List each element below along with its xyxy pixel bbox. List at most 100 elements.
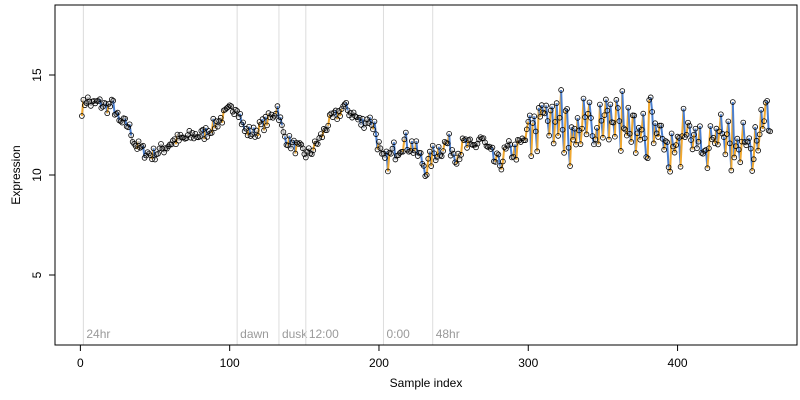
data-point-347	[595, 141, 602, 148]
data-point-308	[537, 114, 544, 120]
segment-200	[377, 141, 382, 149]
data-point-350	[600, 134, 606, 141]
segment-367	[627, 107, 631, 134]
segment-378	[643, 138, 648, 158]
data-point-238	[432, 157, 439, 164]
data-point-95	[219, 119, 226, 126]
segment-337	[582, 98, 586, 118]
data-point-125	[264, 122, 270, 129]
data-point-93	[216, 118, 223, 124]
data-point-117	[252, 134, 258, 140]
segment-238	[434, 156, 439, 161]
data-point-173	[335, 108, 342, 114]
data-point-65	[174, 131, 181, 138]
data-point-373	[634, 130, 641, 137]
data-point-334	[576, 127, 582, 134]
data-point-415	[697, 123, 703, 129]
data-point-393	[664, 139, 670, 146]
data-point-175	[338, 106, 345, 112]
data-point-335	[577, 141, 584, 147]
data-point-360	[615, 105, 621, 111]
data-point-345	[592, 136, 599, 143]
segment-429	[719, 114, 724, 134]
data-point-391	[661, 146, 667, 153]
data-point-54	[158, 141, 164, 147]
segment-178	[345, 102, 349, 111]
data-point-408	[686, 122, 693, 129]
data-point-81	[198, 128, 205, 134]
data-point-378	[641, 135, 648, 142]
data-point-340	[585, 110, 591, 117]
data-point-459	[762, 99, 769, 106]
segment-404	[682, 108, 687, 138]
data-point-265	[473, 144, 479, 151]
data-point-174	[337, 113, 343, 119]
data-point-419	[703, 147, 709, 153]
data-point-134	[277, 114, 284, 121]
data-point-290	[510, 153, 517, 160]
segment-71	[185, 134, 189, 139]
data-point-163	[320, 126, 327, 132]
data-point-286	[504, 142, 511, 149]
data-point-423	[709, 136, 715, 143]
data-point-13	[96, 96, 103, 103]
data-point-316	[549, 103, 555, 110]
data-point-225	[413, 138, 420, 144]
data-point-365	[622, 126, 629, 133]
data-point-384	[650, 140, 657, 147]
data-point-159	[314, 141, 321, 147]
data-point-69	[180, 134, 187, 141]
segment-391	[663, 140, 667, 150]
segment-184	[354, 115, 358, 118]
segment-289	[511, 155, 514, 159]
data-point-104	[232, 106, 239, 113]
data-point-25	[114, 109, 121, 116]
data-point-147	[297, 140, 303, 146]
data-point-196	[370, 126, 376, 133]
data-point-2	[80, 96, 87, 103]
data-point-249	[449, 147, 455, 153]
data-point-398	[671, 149, 678, 156]
data-point-205	[383, 148, 390, 155]
data-point-255	[458, 152, 464, 158]
segment-392	[665, 140, 668, 143]
data-point-214	[397, 150, 403, 156]
data-point-152	[304, 149, 311, 155]
data-point-306	[534, 148, 541, 155]
data-point-324	[561, 150, 567, 156]
data-point-92	[214, 123, 221, 130]
data-point-178	[343, 99, 349, 106]
segment-144	[294, 142, 298, 154]
data-point-1	[79, 113, 85, 119]
segment-218	[404, 132, 409, 150]
data-point-247	[446, 131, 452, 137]
segment-415	[698, 126, 703, 153]
segment-326	[566, 108, 570, 148]
segment-166	[327, 114, 331, 126]
data-point-427	[715, 141, 721, 148]
data-point-106	[235, 114, 242, 120]
data-point-352	[603, 96, 609, 103]
vline-label-0: 24hr	[86, 327, 110, 341]
data-point-62	[170, 137, 176, 144]
data-point-90	[211, 125, 218, 132]
data-point-433	[724, 131, 730, 137]
data-point-271	[482, 139, 488, 146]
data-point-357	[610, 119, 617, 126]
data-point-326	[564, 106, 570, 112]
data-point-453	[753, 137, 760, 144]
data-point-119	[255, 133, 261, 139]
x-axis: 0 100 200 300 400	[77, 345, 688, 370]
data-point-280	[495, 151, 502, 158]
data-point-411	[691, 131, 697, 138]
data-point-456	[758, 106, 764, 113]
data-point-282	[498, 166, 505, 173]
segment-14	[100, 105, 104, 109]
segment-369	[630, 115, 634, 143]
y-tick-label-1: 10	[30, 168, 44, 182]
y-axis: 5 10 15	[30, 68, 55, 278]
segment-358	[613, 99, 618, 137]
data-point-380	[644, 155, 651, 162]
data-point-75	[189, 129, 196, 136]
segment-25	[116, 112, 121, 121]
